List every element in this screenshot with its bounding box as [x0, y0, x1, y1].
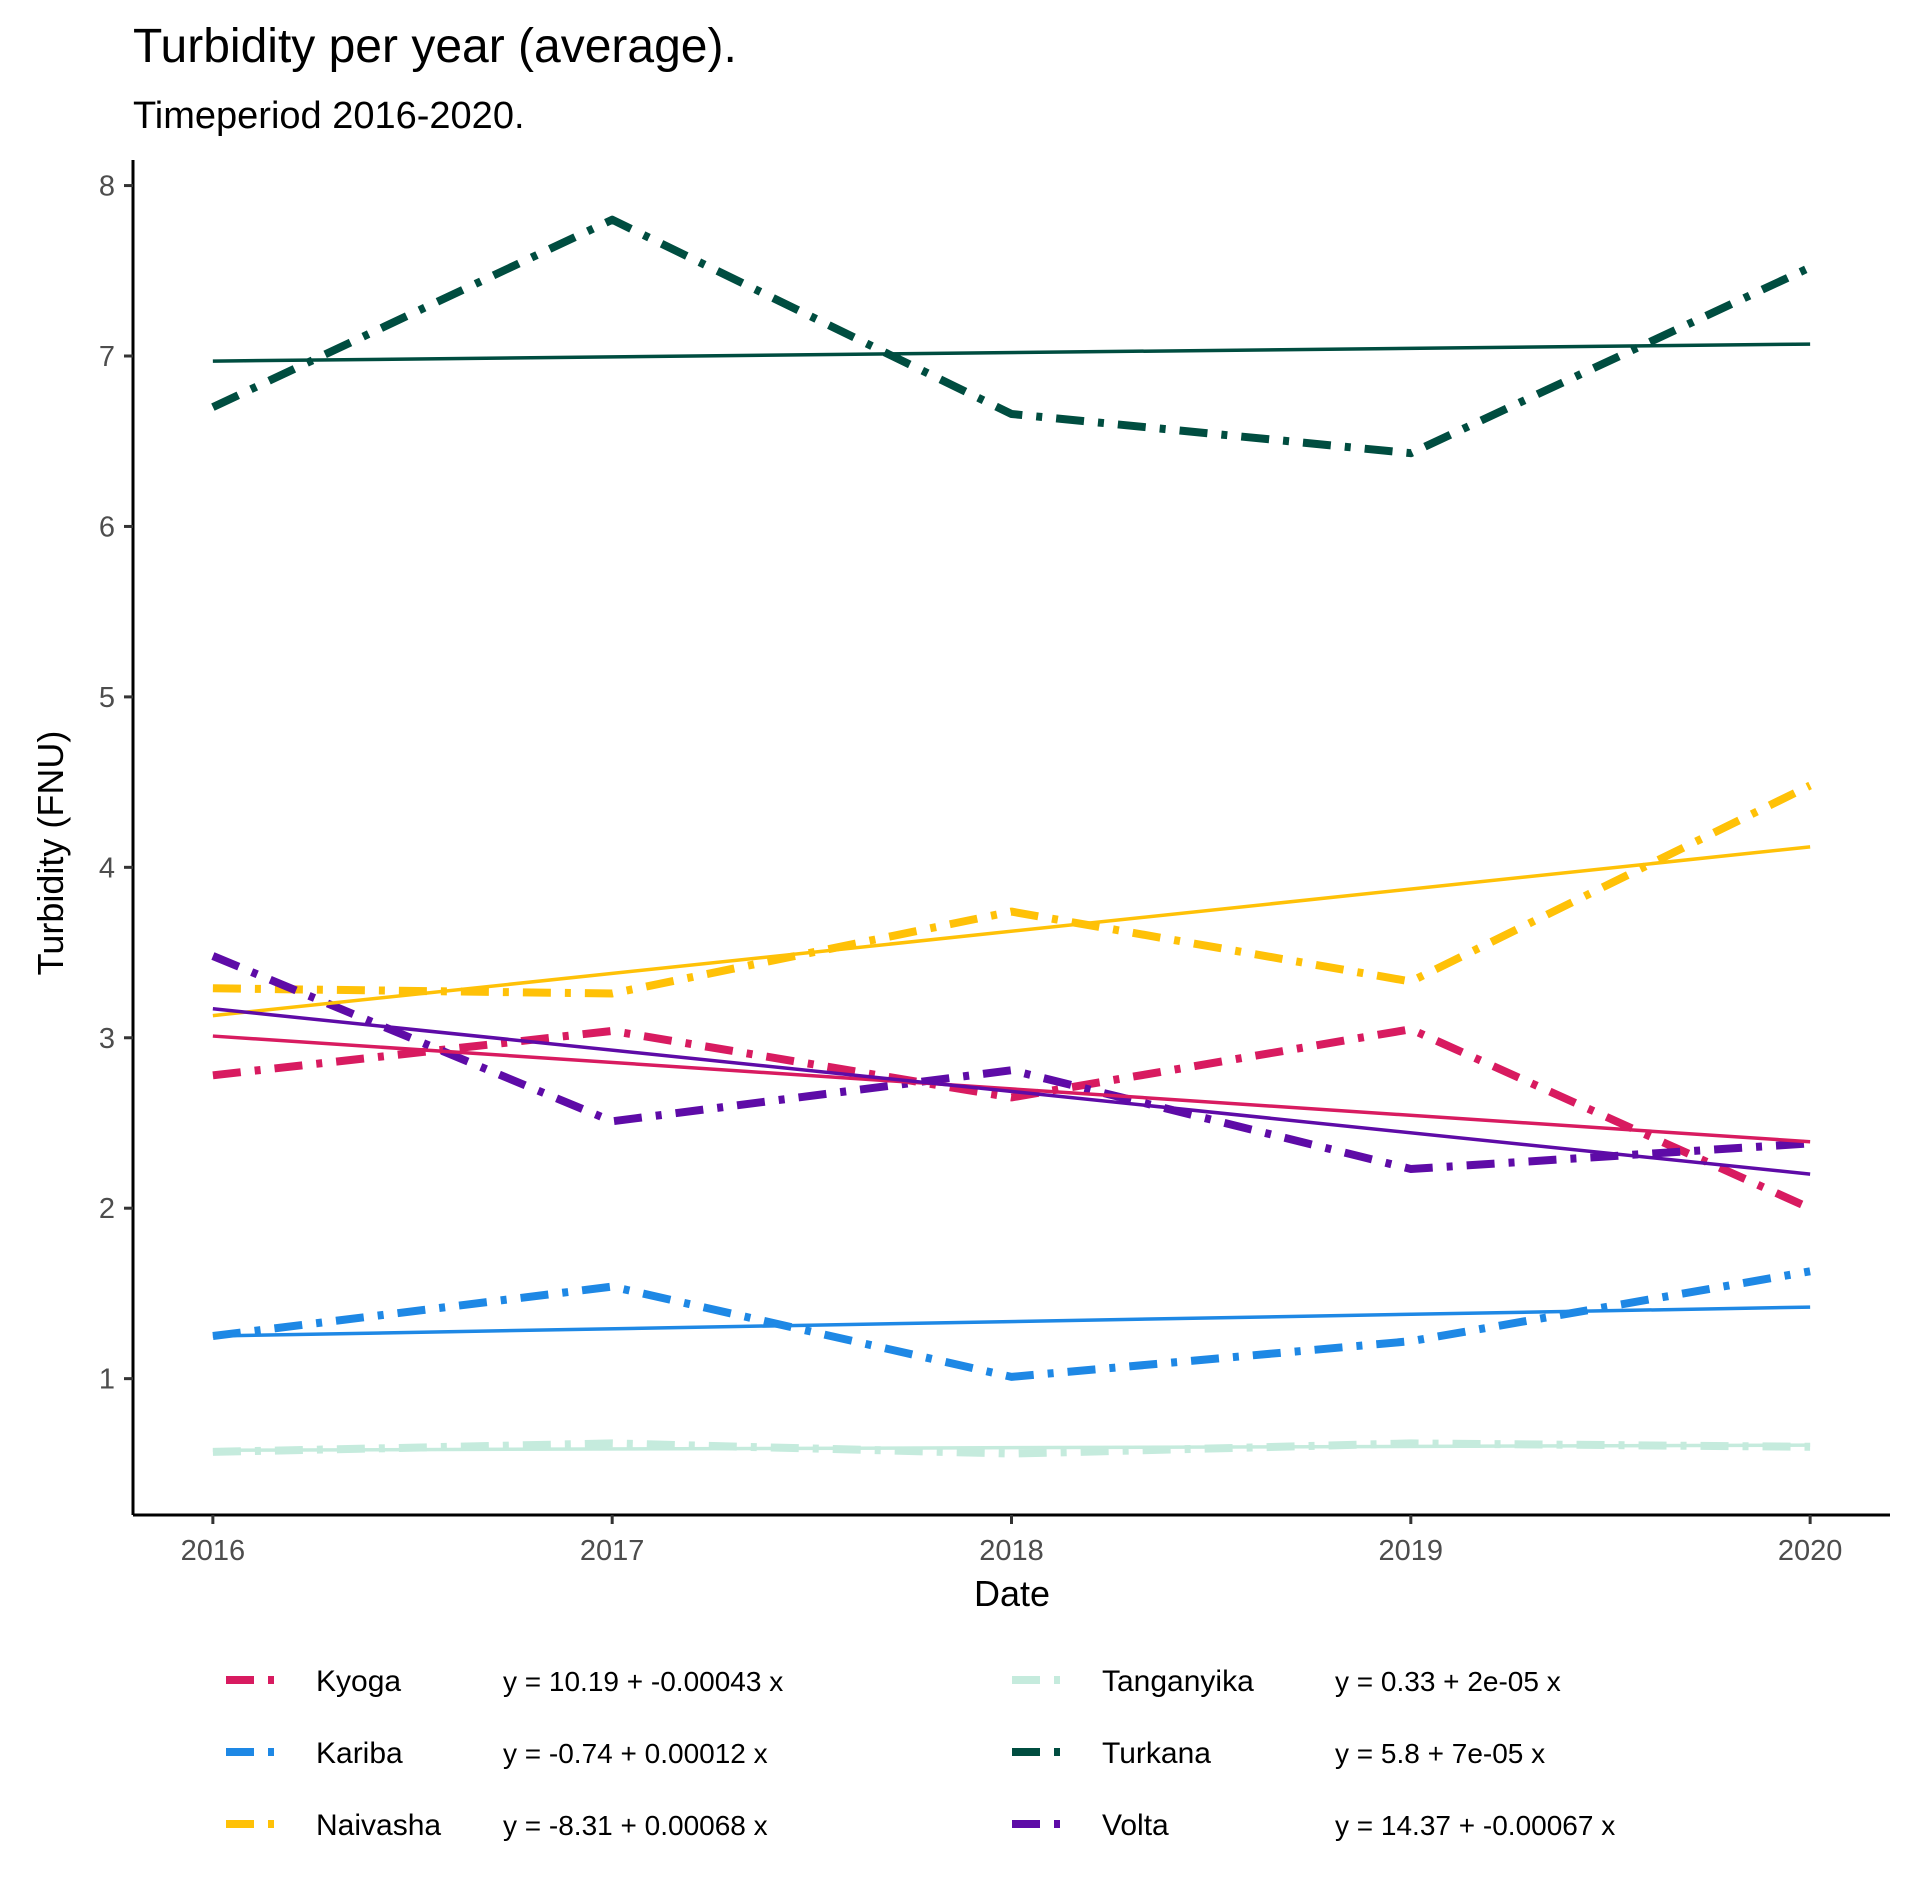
legend-label-tanganyika: Tanganyika — [1102, 1665, 1254, 1698]
y-tick-label: 3 — [99, 1023, 115, 1055]
trend-line-volta — [212, 1007, 1811, 1176]
x-axis-title: Date — [974, 1573, 1050, 1614]
legend-equation-naivasha: y = -8.31 + 0.00068 x — [503, 1810, 768, 1841]
legend-equation-volta: y = 14.37 + -0.00067 x — [1335, 1810, 1615, 1841]
legend-equation-kariba: y = -0.74 + 0.00012 x — [503, 1738, 768, 1769]
y-tick-label: 5 — [99, 682, 115, 714]
trend-line-naivasha — [212, 845, 1811, 1018]
legend-label-kariba: Kariba — [316, 1737, 403, 1770]
x-tick-label: 2019 — [1379, 1535, 1444, 1567]
legend-equation-turkana: y = 5.8 + 7e-05 x — [1335, 1738, 1545, 1769]
trend-line-kariba — [212, 1305, 1811, 1338]
chart-subtitle: Timeperiod 2016-2020. — [133, 95, 525, 137]
y-tick-label: 2 — [99, 1193, 115, 1225]
series-line-turkana — [211, 215, 1812, 458]
legend-label-kyoga: Kyoga — [316, 1665, 401, 1698]
legend-label-volta: Volta — [1102, 1809, 1169, 1842]
x-tick-label: 2017 — [580, 1535, 645, 1567]
trend-line-turkana — [212, 342, 1811, 363]
legend-equation-tanganyika: y = 0.33 + 2e-05 x — [1335, 1666, 1561, 1697]
series-line-naivasha — [212, 781, 1812, 998]
legend: Kyoga y = 10.19 + -0.00043 x Kariba y = -0.… — [226, 1665, 1615, 1842]
x-tick-label: 2016 — [181, 1535, 246, 1567]
legend-label-turkana: Turkana — [1102, 1737, 1211, 1770]
chart-title: Turbidity per year (average). — [133, 20, 737, 73]
y-tick-label: 8 — [99, 171, 115, 203]
y-axis-title: Turbidity (FNU) — [30, 731, 71, 976]
plot-area — [211, 215, 1812, 1458]
y-tick-label: 7 — [99, 341, 115, 373]
x-tick-label: 2018 — [979, 1535, 1044, 1567]
trend-line-tanganyika — [212, 1443, 1811, 1452]
y-tick-label: 1 — [99, 1364, 115, 1396]
series-line-volta — [211, 952, 1811, 1173]
y-tick-label: 4 — [99, 852, 115, 884]
y-tick-label: 6 — [99, 511, 115, 543]
series-line-tanganyika — [212, 1439, 1811, 1458]
series-line-kyoga — [212, 1025, 1812, 1212]
axes: 1 2 3 4 5 6 7 8 2016 2017 2018 2019 2020 — [99, 160, 1890, 1567]
legend-label-naivasha: Naivasha — [316, 1809, 441, 1842]
series-line-kariba — [212, 1267, 1811, 1381]
trend-line-kyoga — [212, 1034, 1811, 1144]
legend-equation-kyoga: y = 10.19 + -0.00043 x — [503, 1666, 783, 1697]
x-tick-label: 2020 — [1778, 1535, 1843, 1567]
